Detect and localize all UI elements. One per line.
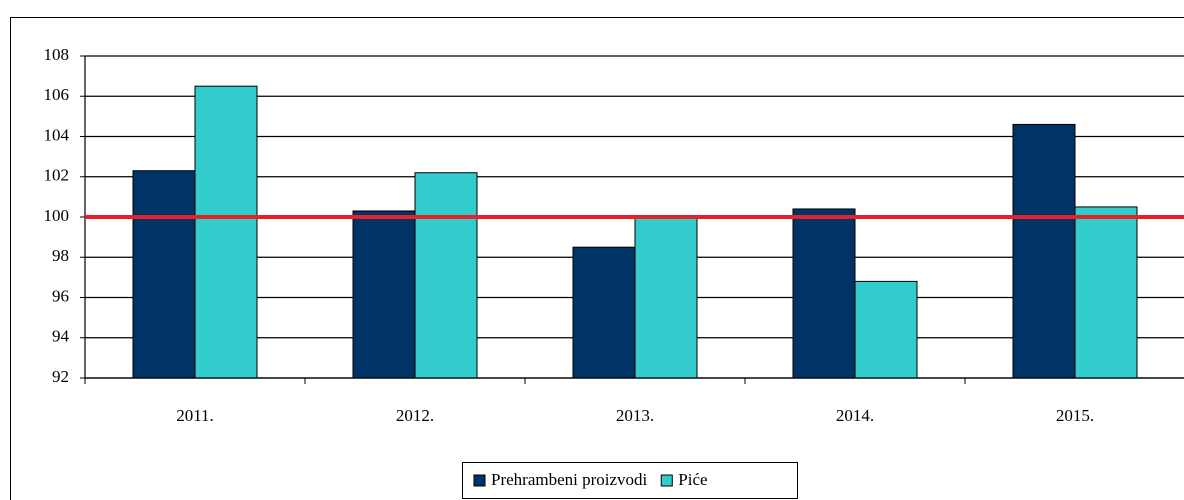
- bar: [352, 210, 416, 379]
- y-tick-label: 106: [44, 85, 70, 104]
- x-tick-label: 2014.: [836, 406, 874, 425]
- bar: [414, 172, 478, 379]
- y-tick-label: 104: [44, 125, 70, 144]
- legend: [462, 462, 798, 499]
- bar: [1074, 206, 1138, 379]
- bar: [572, 246, 636, 379]
- legend-label: Piće: [678, 470, 707, 489]
- y-tick-label: 98: [52, 246, 69, 265]
- bar: [132, 170, 196, 379]
- legend-swatch: [473, 474, 486, 487]
- legend-label: Prehrambeni proizvodi: [491, 470, 648, 489]
- y-tick-label: 100: [44, 206, 70, 225]
- y-tick-label: 108: [44, 45, 70, 64]
- legend-swatch: [660, 474, 673, 487]
- y-tick-label: 96: [52, 286, 69, 305]
- bar: [1012, 123, 1076, 379]
- y-tick-label: 102: [44, 166, 70, 185]
- y-tick-label: 94: [52, 327, 70, 346]
- y-tick-label: 92: [52, 367, 69, 386]
- bar: [854, 280, 918, 379]
- x-tick-label: 2013.: [616, 406, 654, 425]
- chart-frame: [10, 17, 1184, 500]
- x-tick-label: 2011.: [176, 406, 214, 425]
- x-tick-label: 2015.: [1056, 406, 1094, 425]
- x-tick-label: 2012.: [396, 406, 434, 425]
- bar: [792, 208, 856, 379]
- bar: [634, 216, 698, 379]
- bar: [194, 85, 258, 379]
